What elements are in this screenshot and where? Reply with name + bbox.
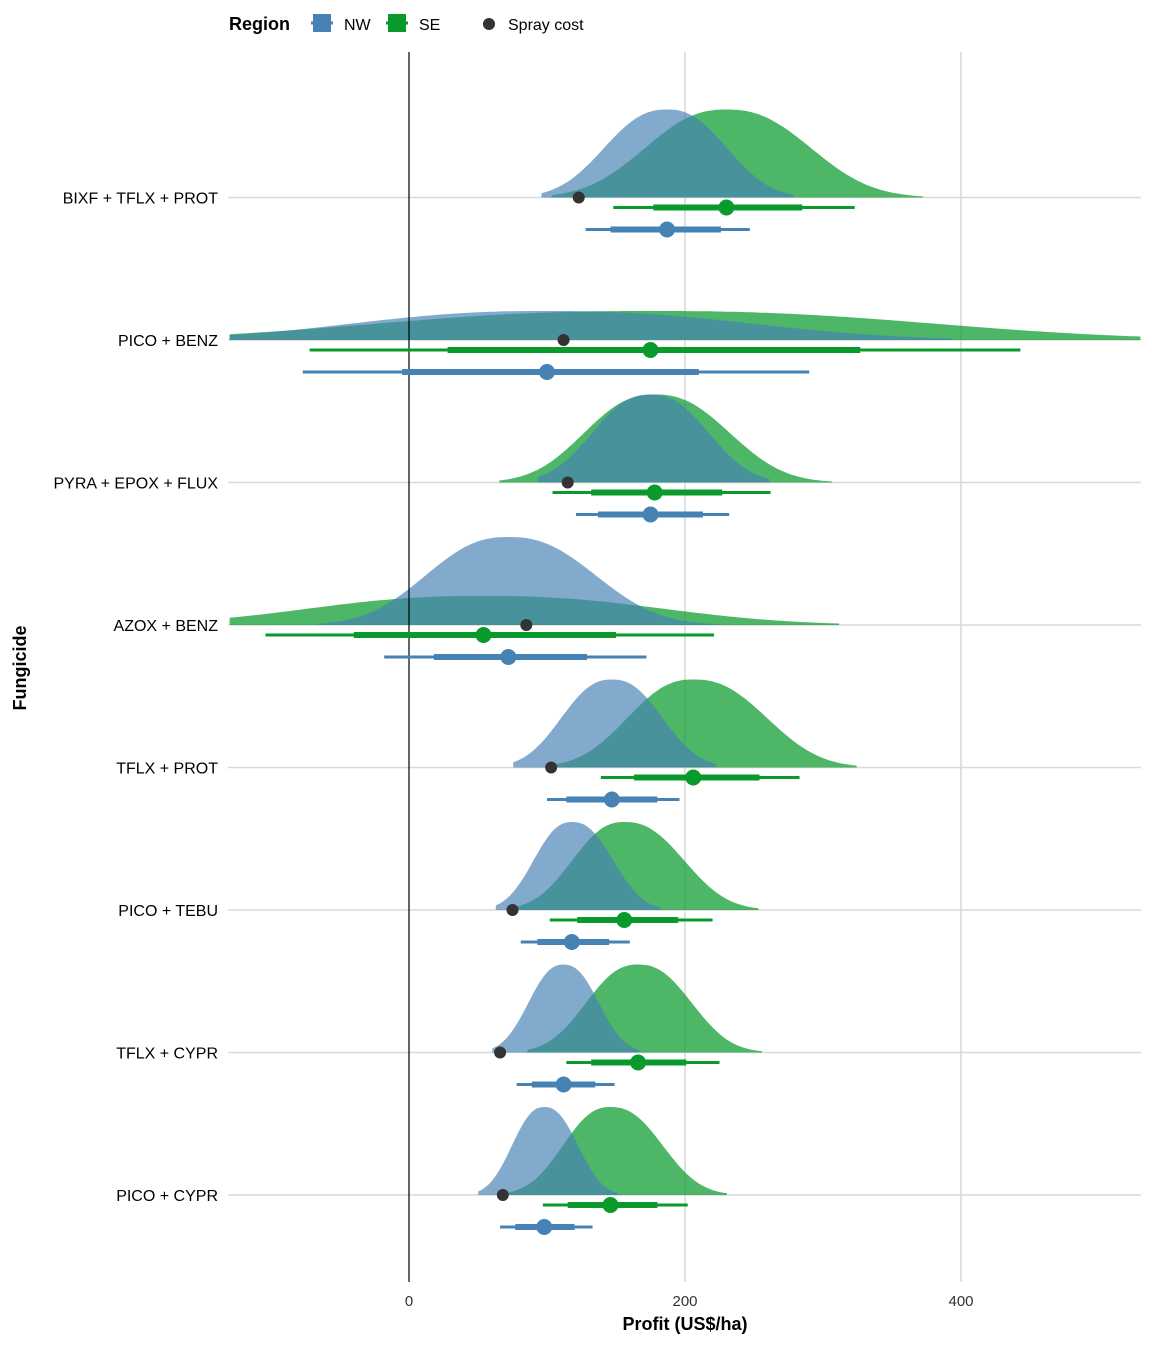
- median-point-se: [642, 342, 659, 358]
- legend-items: NW SE: [311, 14, 440, 34]
- density-ridge-nw: [513, 679, 717, 768]
- density-ridge-nw: [229, 311, 952, 340]
- density-ridge-nw: [541, 109, 794, 198]
- median-point-nw: [563, 934, 580, 950]
- legend-spray-cost-label: Spray cost: [508, 17, 584, 34]
- interval-layer: [265, 199, 1021, 1235]
- density-ridge-nw: [537, 394, 770, 483]
- category-label: PICO + TEBU: [118, 903, 218, 920]
- x-tick-layer: 0 200 400: [405, 1293, 974, 1310]
- spray-cost-point: [494, 1046, 507, 1059]
- median-point-se: [475, 627, 492, 643]
- category-label: PICO + BENZ: [118, 333, 218, 350]
- median-point-se: [646, 484, 663, 501]
- category-label: PYRA + EPOX + FLUX: [53, 476, 218, 493]
- median-point-nw: [659, 221, 676, 238]
- density-ridge-nw: [495, 822, 661, 910]
- spray-cost-point: [557, 334, 570, 346]
- spray-cost-layer: [494, 191, 585, 1201]
- x-tick-label: 400: [948, 1293, 973, 1310]
- density-layer: [229, 109, 1141, 1195]
- x-tick-label: 0: [405, 1293, 413, 1310]
- spray-cost-point: [572, 191, 585, 204]
- legend-spray-cost-marker: [483, 18, 495, 30]
- spray-cost-point: [561, 476, 574, 489]
- median-point-nw: [642, 506, 659, 523]
- grid-layer: [228, 52, 1141, 1282]
- median-point-nw: [500, 649, 517, 665]
- category-label: AZOX + BENZ: [114, 618, 219, 635]
- category-label-layer: BIXF + TFLX + PROT PICO + BENZ PYRA + EPOX…: [53, 191, 218, 1206]
- median-point-se: [685, 769, 702, 786]
- y-axis-title: Fungicide: [10, 626, 30, 711]
- density-ridge-nw: [492, 964, 640, 1053]
- median-point-se: [602, 1197, 619, 1213]
- median-point-se: [718, 199, 735, 216]
- legend-label-nw: NW: [344, 17, 372, 34]
- median-point-nw: [536, 1219, 553, 1235]
- spray-cost-point: [496, 1189, 509, 1201]
- median-point-se: [630, 1054, 647, 1071]
- category-label: BIXF + TFLX + PROT: [63, 191, 219, 208]
- x-tick-label: 200: [672, 1293, 697, 1310]
- category-label: TFLX + CYPR: [116, 1046, 218, 1063]
- median-point-nw: [555, 1076, 572, 1093]
- spray-cost-point: [545, 761, 558, 774]
- legend-title: Region: [229, 14, 290, 34]
- density-ridge-nw: [478, 1107, 619, 1195]
- category-label: TFLX + PROT: [116, 761, 218, 778]
- category-label: PICO + CYPR: [116, 1188, 218, 1205]
- spray-cost-point: [520, 619, 533, 631]
- median-point-nw: [539, 364, 555, 380]
- spray-cost-point: [506, 904, 519, 916]
- density-ridge-nw: [317, 537, 720, 625]
- legend-label-se: SE: [419, 17, 440, 34]
- median-point-nw: [603, 791, 620, 808]
- median-point-se: [616, 912, 633, 928]
- x-axis-title: Profit (US$/ha): [622, 1314, 747, 1334]
- legend: Region NW SE Spray cost: [229, 14, 584, 34]
